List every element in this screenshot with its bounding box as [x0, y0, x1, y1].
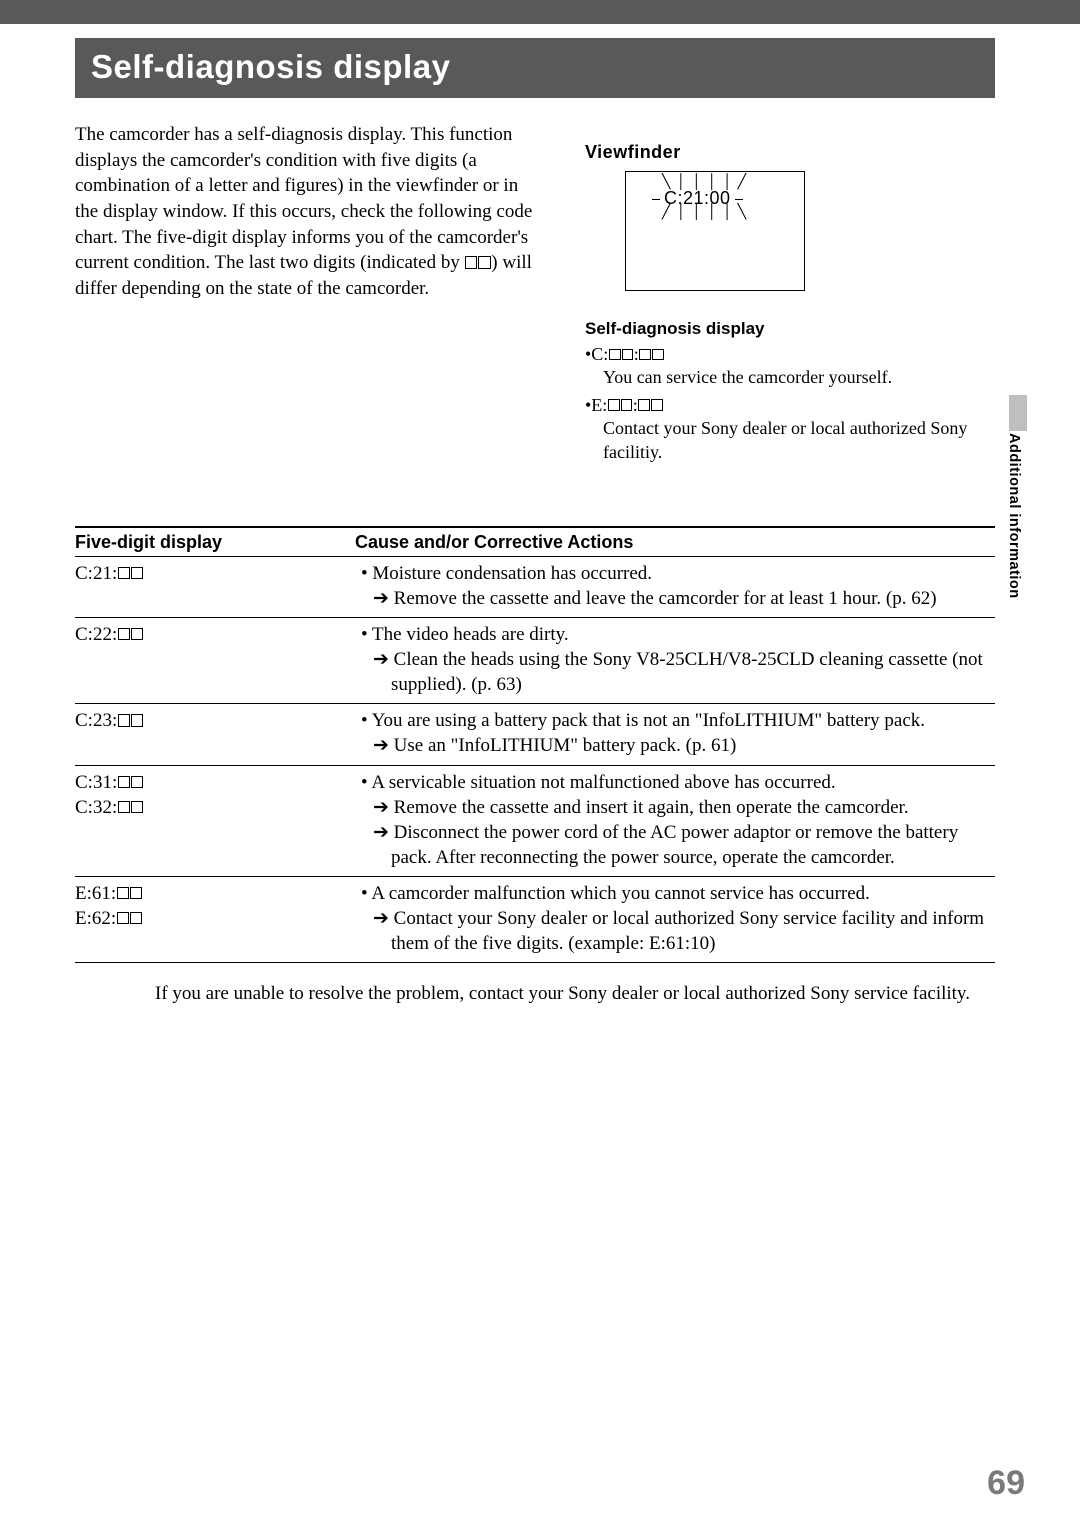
page-title: Self-diagnosis display	[75, 38, 995, 98]
cell-cause: • You are using a battery pack that is n…	[355, 704, 995, 765]
right-column: Viewfinder ╲ │ │ │ │ ╱ C:21:00 ╱ │ │ │ │…	[585, 122, 995, 468]
codes-table: Five-digit display Cause and/or Correcti…	[75, 526, 995, 963]
cell-cause: • Moisture condensation has occurred.➔ R…	[355, 556, 995, 617]
side-tab-marker	[1009, 395, 1027, 431]
table-row: C:23:• You are using a battery pack that…	[75, 704, 995, 765]
sd-list: •C::You can service the camcorder yourse…	[585, 343, 995, 464]
sd-desc: You can service the camcorder yourself.	[585, 366, 995, 389]
cell-code: C:22:	[75, 618, 355, 704]
intro-section: The camcorder has a self-diagnosis displ…	[75, 122, 995, 468]
footer-note: If you are unable to resolve the problem…	[75, 981, 995, 1007]
side-tab: Additional information	[1006, 395, 1030, 599]
sd-code: •C::	[585, 343, 995, 366]
top-stripe	[0, 0, 1080, 24]
sd-desc: Contact your Sony dealer or local author…	[585, 417, 995, 464]
page-number: 69	[987, 1464, 1025, 1503]
viewfinder-box: ╲ │ │ │ │ ╱ C:21:00 ╱ │ │ │ │ ╲	[625, 171, 805, 291]
cell-code: C:21:	[75, 556, 355, 617]
table-body: C:21:• Moisture condensation has occurre…	[75, 556, 995, 962]
page-content: Self-diagnosis display The camcorder has…	[0, 0, 1080, 1007]
table-header-code: Five-digit display	[75, 527, 355, 557]
table-row: C:22:• The video heads are dirty.➔ Clean…	[75, 618, 995, 704]
viewfinder-label: Viewfinder	[585, 142, 995, 163]
sd-code: •E::	[585, 394, 995, 417]
table-row: E:61:E:62:• A camcorder malfunction whic…	[75, 876, 995, 962]
cell-code: C:23:	[75, 704, 355, 765]
cell-cause: • The video heads are dirty.➔ Clean the …	[355, 618, 995, 704]
cell-code: E:61:E:62:	[75, 876, 355, 962]
table-header-cause: Cause and/or Corrective Actions	[355, 527, 995, 557]
cell-code: C:31:C:32:	[75, 765, 355, 876]
table-row: C:31:C:32:• A servicable situation not m…	[75, 765, 995, 876]
side-tab-label: Additional information	[1006, 433, 1022, 599]
cell-cause: • A servicable situation not malfunction…	[355, 765, 995, 876]
table-row: C:21:• Moisture condensation has occurre…	[75, 556, 995, 617]
cell-cause: • A camcorder malfunction which you cann…	[355, 876, 995, 962]
sd-heading: Self-diagnosis display	[585, 319, 995, 339]
intro-text: The camcorder has a self-diagnosis displ…	[75, 122, 545, 468]
vf-ticks-bottom: ╱ │ │ │ │ ╲	[662, 206, 747, 220]
